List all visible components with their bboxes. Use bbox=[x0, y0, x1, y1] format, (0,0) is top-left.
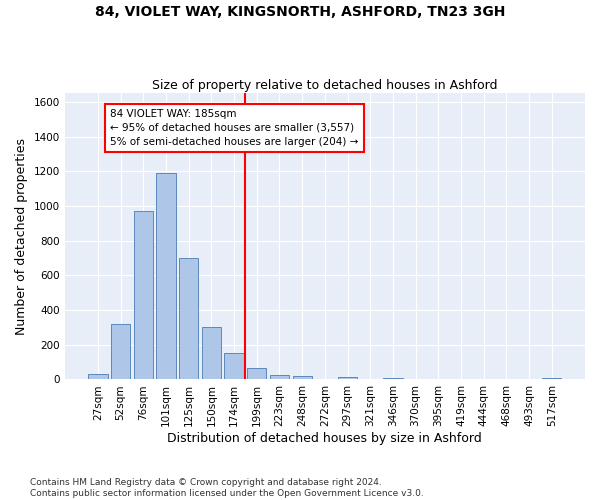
Y-axis label: Number of detached properties: Number of detached properties bbox=[15, 138, 28, 335]
Text: 84, VIOLET WAY, KINGSNORTH, ASHFORD, TN23 3GH: 84, VIOLET WAY, KINGSNORTH, ASHFORD, TN2… bbox=[95, 5, 505, 19]
Bar bbox=[542, 378, 562, 380]
Text: Contains HM Land Registry data © Crown copyright and database right 2024.
Contai: Contains HM Land Registry data © Crown c… bbox=[30, 478, 424, 498]
Bar bbox=[179, 258, 199, 380]
Bar bbox=[247, 368, 266, 380]
Bar bbox=[157, 173, 176, 380]
Bar bbox=[224, 352, 244, 380]
Bar bbox=[270, 375, 289, 380]
Bar bbox=[111, 324, 130, 380]
Bar bbox=[202, 328, 221, 380]
Bar bbox=[134, 211, 153, 380]
X-axis label: Distribution of detached houses by size in Ashford: Distribution of detached houses by size … bbox=[167, 432, 482, 445]
Bar bbox=[338, 377, 357, 380]
Bar bbox=[383, 378, 403, 380]
Bar bbox=[88, 374, 107, 380]
Title: Size of property relative to detached houses in Ashford: Size of property relative to detached ho… bbox=[152, 79, 497, 92]
Text: 84 VIOLET WAY: 185sqm
← 95% of detached houses are smaller (3,557)
5% of semi-de: 84 VIOLET WAY: 185sqm ← 95% of detached … bbox=[110, 109, 359, 147]
Bar bbox=[293, 376, 312, 380]
